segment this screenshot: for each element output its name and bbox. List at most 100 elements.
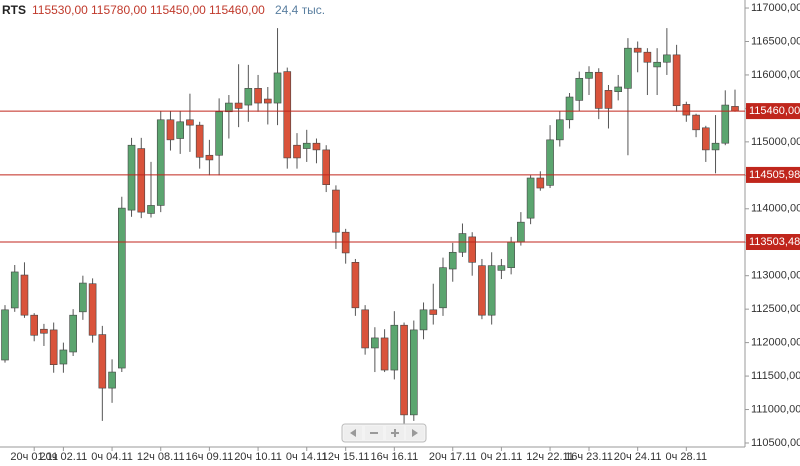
close-value: 115460,00: [209, 3, 265, 17]
level-label: 113503,48: [749, 236, 800, 248]
candle-body: [594, 71, 603, 109]
candle-body: [1, 309, 9, 361]
candle-body: [215, 111, 223, 156]
candle-body: [468, 236, 477, 263]
x-tick-label: 0ч 21.11: [481, 451, 523, 463]
candle-body: [302, 142, 311, 149]
candle-body: [49, 329, 58, 365]
candle-body: [176, 121, 184, 139]
level-label: 114505,98: [749, 169, 800, 181]
y-tick-label: 112500,00: [751, 303, 800, 315]
level-label: 115460,00: [749, 105, 800, 117]
x-tick-label: 20ч 01.11: [10, 451, 58, 463]
high-value: 115780,00: [91, 3, 147, 17]
candle-body: [604, 90, 613, 109]
candle-body: [633, 47, 642, 53]
candle-body: [30, 314, 39, 336]
y-tick-label: 114000,00: [751, 203, 800, 215]
candle-body: [10, 271, 19, 309]
candle-body: [439, 267, 447, 309]
candle-body: [293, 144, 301, 159]
candle-body: [624, 47, 632, 89]
candle-body: [244, 88, 253, 106]
candle-body: [371, 337, 379, 349]
candle-body: [283, 71, 292, 159]
candle-body: [487, 265, 496, 316]
low-value: 115450,00: [150, 3, 206, 17]
candle-body: [585, 71, 593, 79]
candle-body: [79, 282, 87, 313]
y-tick-label: 112000,00: [751, 337, 800, 349]
candle-body: [546, 139, 554, 186]
candle-body: [614, 86, 623, 92]
x-tick-label: 0ч 14.11: [286, 451, 328, 463]
candle-body: [409, 329, 418, 416]
candle-body: [555, 119, 564, 141]
y-tick-label: 116500,00: [751, 35, 800, 47]
x-tick-label: 0ч 28.11: [666, 451, 708, 463]
candle-body: [721, 104, 730, 144]
candle-body: [643, 51, 652, 63]
candle-body: [341, 231, 350, 254]
candle-body: [88, 283, 97, 336]
candle-body: [517, 221, 525, 243]
candle-body: [20, 274, 29, 316]
candle-body: [312, 142, 321, 151]
candle-body: [166, 119, 175, 141]
candle-body: [225, 102, 233, 113]
level-label-bg: [746, 103, 800, 120]
candle-body: [390, 324, 399, 371]
x-tick-label: 0ч 04.11: [91, 451, 133, 463]
y-tick-label: 111000,00: [751, 403, 800, 415]
y-tick-label: 117000,00: [751, 2, 800, 14]
y-tick-label: 115000,00: [751, 136, 800, 148]
candle-body: [40, 328, 48, 334]
candle-body: [127, 144, 136, 211]
candle-body: [108, 371, 116, 389]
candle-body: [69, 314, 77, 353]
legend: RTS 115530,00 115780,00 115450,00 115460…: [0, 0, 325, 22]
y-tick-label: 110500,00: [751, 437, 800, 449]
candle-body: [332, 189, 340, 233]
candle-body: [507, 241, 515, 268]
candle-body: [429, 309, 438, 315]
x-tick-label: 20ч 10.11: [234, 451, 282, 463]
x-tick-label: 16ч 09.11: [186, 451, 234, 463]
candle-body: [731, 106, 739, 112]
candle-body: [565, 96, 574, 121]
candle-body: [536, 177, 545, 189]
x-tick-label: 12ч 08.11: [137, 451, 185, 463]
candle-body: [692, 114, 700, 131]
candle-body: [419, 309, 428, 331]
candle-body: [156, 119, 165, 206]
scroll-left[interactable]: [344, 426, 362, 440]
candle-body: [118, 207, 126, 369]
y-tick-label: 116000,00: [751, 69, 800, 81]
x-tick-label: 20ч 24.11: [614, 451, 662, 463]
volume: 24,4 тыс.: [275, 3, 325, 17]
x-tick-label: 16ч 23.11: [565, 451, 613, 463]
candle-body: [663, 54, 671, 63]
x-tick-label: 16ч 16.11: [370, 451, 418, 463]
candle-body: [59, 349, 68, 365]
candle-body: [186, 119, 194, 126]
candle-body: [380, 337, 389, 371]
zoom-out[interactable]: [365, 426, 383, 440]
y-tick-label: 113000,00: [751, 270, 800, 282]
candle-body: [234, 102, 243, 109]
x-tick-label: 20ч 02.11: [40, 451, 88, 463]
candle-body: [526, 177, 535, 219]
candle-body: [273, 72, 282, 104]
candle-body: [205, 154, 214, 161]
arrow-left: [350, 429, 356, 437]
candle-body: [263, 98, 272, 104]
candle-body: [653, 61, 661, 68]
candle-body: [400, 324, 408, 416]
candle-body: [478, 265, 486, 316]
candle-body: [672, 54, 681, 107]
scroll-right[interactable]: [406, 426, 424, 440]
x-tick-label: 20ч 17.11: [429, 451, 477, 463]
zoom-in[interactable]: [386, 426, 404, 440]
candle-body: [254, 88, 262, 104]
